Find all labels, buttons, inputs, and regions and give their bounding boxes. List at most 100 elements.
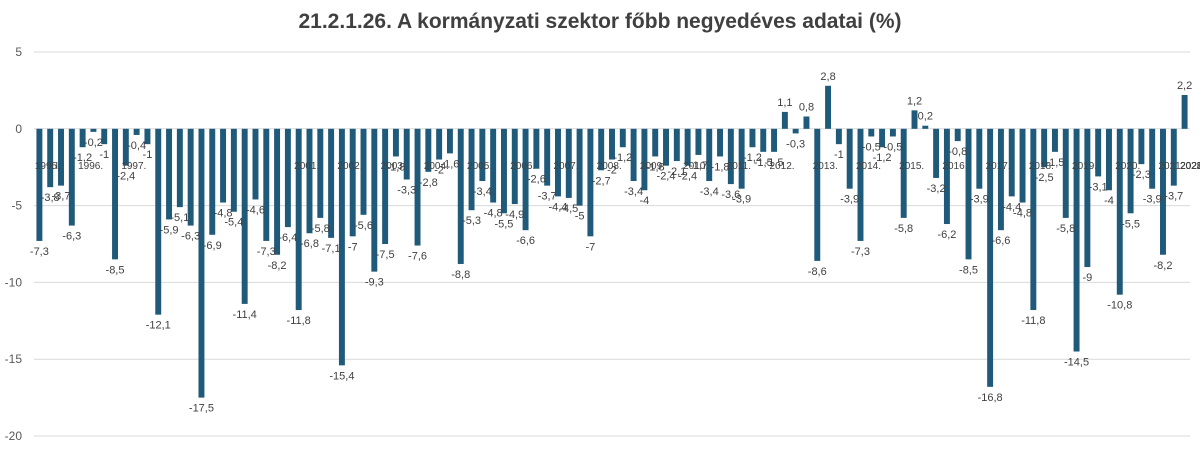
bar [1019, 128, 1026, 203]
bar [933, 128, 940, 178]
bar [781, 111, 788, 129]
bar [425, 128, 432, 172]
bar [522, 128, 529, 231]
bar [392, 128, 399, 157]
x-axis-label: 2006. [510, 161, 535, 172]
x-axis-label: 2024. [1180, 161, 1200, 172]
data-label: -6,9 [203, 240, 222, 252]
data-label: -2 [607, 165, 617, 177]
bar [1095, 128, 1102, 177]
data-label: -1,8 [386, 161, 405, 173]
bar [889, 128, 896, 137]
bar [479, 128, 486, 182]
bar [868, 128, 875, 137]
data-label: -10,8 [1107, 300, 1132, 312]
y-tick-label: -5 [11, 199, 22, 213]
x-axis-label: 2019. [1072, 161, 1097, 172]
x-axis-label: 2010. [683, 161, 708, 172]
bar [814, 128, 821, 261]
bar [47, 128, 54, 188]
bar [695, 128, 702, 155]
bar [230, 128, 237, 212]
data-label: 1,1 [777, 97, 792, 109]
data-label: -4,4 [1002, 201, 1021, 213]
bar [511, 128, 518, 205]
x-axis-label: 2013. [813, 161, 838, 172]
bar [263, 128, 270, 241]
bar [414, 128, 421, 246]
data-label: -7,6 [408, 251, 427, 263]
bar [1106, 128, 1112, 191]
bar [155, 128, 162, 315]
data-label: -5 [575, 211, 585, 223]
bar [317, 128, 324, 218]
bar [122, 128, 129, 166]
data-label: -2,4 [657, 171, 676, 183]
bar [1041, 128, 1048, 168]
bar [997, 128, 1004, 231]
data-label: -0,8 [948, 146, 967, 158]
data-label: -16,8 [978, 392, 1003, 404]
bar [598, 128, 605, 171]
data-label: -7,3 [257, 246, 276, 258]
data-label: -6,3 [181, 231, 200, 243]
data-label: -4 [640, 195, 650, 207]
x-axis-label: 2009. [640, 161, 665, 172]
y-tick-label: -15 [5, 352, 23, 366]
data-label: -11,8 [287, 315, 311, 327]
x-axis-labels: 1995.I. 1996. 1997. 2001. 2002. 2003. 2004. 200… [35, 161, 1200, 172]
x-axis-label: 2004. [424, 161, 449, 172]
y-tick-label: 5 [15, 45, 22, 59]
data-label: -1,7 [689, 160, 708, 172]
data-label: -2,4 [678, 171, 697, 183]
data-label: -1,6 [440, 158, 459, 170]
bar [198, 128, 205, 398]
bar [241, 128, 248, 304]
x-axis-label: 2007. [553, 161, 578, 172]
x-axis-label: 2005. [467, 161, 492, 172]
data-label: -8,5 [106, 264, 125, 276]
data-label: -2,5 [1035, 172, 1054, 184]
data-label: -4,8 [214, 208, 233, 220]
data-label: -3,2 [927, 183, 946, 195]
data-label: 1,2 [907, 95, 922, 107]
x-axis-label: 2022. [1180, 161, 1200, 172]
bar [68, 128, 75, 226]
bar [749, 128, 756, 148]
y-tick-label: 0 [15, 122, 22, 136]
data-label: -1,8 [711, 161, 730, 173]
data-label: -3,4 [700, 186, 719, 198]
data-label: -5,8 [894, 223, 913, 235]
data-label: -5,3 [462, 215, 481, 227]
bar [144, 128, 151, 145]
data-label: -0,4 [127, 140, 146, 152]
x-axis-label: 2025. [1180, 161, 1200, 172]
data-label: -12,1 [146, 320, 171, 332]
x-axis-label: 2001. [294, 161, 319, 172]
data-label: -2,8 [419, 177, 438, 189]
data-label: -1,2 [613, 152, 632, 164]
bar [879, 128, 886, 148]
bar [706, 128, 713, 182]
data-label: -6,6 [516, 235, 535, 247]
data-label: -4 [1104, 195, 1114, 207]
data-label: -2,7 [592, 175, 611, 187]
x-axis-label: 2014. [856, 161, 881, 172]
bar [338, 128, 345, 366]
data-label: -0,2 [84, 137, 103, 149]
bar [533, 128, 540, 169]
data-label: -3,9 [840, 194, 859, 206]
y-tick-label: -20 [5, 429, 23, 443]
data-label: -2 [434, 165, 444, 177]
bar [371, 128, 378, 272]
data-label: -1,8 [646, 161, 665, 173]
data-label: -3,7 [52, 191, 71, 203]
chart-title: 21.2.1.26. A kormányzati szektor főbb ne… [298, 10, 902, 33]
bar [500, 128, 507, 214]
data-label: -3,1 [1089, 181, 1108, 193]
bar [1138, 128, 1145, 165]
x-axis-label: 2017. [986, 161, 1011, 172]
bar [1160, 128, 1166, 255]
data-label: -8,2 [268, 260, 287, 272]
bar [1149, 128, 1156, 189]
